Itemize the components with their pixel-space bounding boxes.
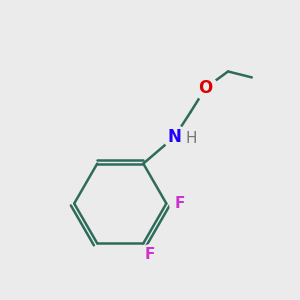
Text: H: H xyxy=(186,131,197,146)
Text: F: F xyxy=(145,248,155,262)
Text: O: O xyxy=(199,79,213,97)
Text: N: N xyxy=(168,128,182,146)
Text: F: F xyxy=(175,196,185,211)
